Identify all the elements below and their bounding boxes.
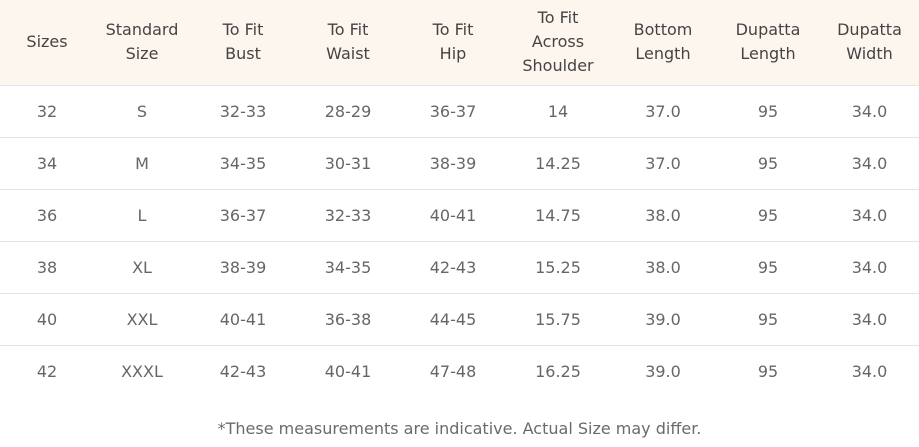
cell-bust: 38-39 — [190, 241, 296, 294]
cell-dupatta-length: 95 — [716, 293, 820, 346]
cell-standard-size: XL — [94, 241, 190, 294]
cell-shoulder: 14.75 — [506, 189, 610, 242]
cell-waist: 40-41 — [324, 361, 372, 381]
cell-standard-size: XXL — [94, 293, 190, 346]
cell-dupatta-width: 34.0 — [820, 189, 919, 242]
cell-hip: 40-41 — [400, 189, 506, 242]
cell-hip: 36-37 — [400, 85, 506, 138]
column-header-waist: To Fit Waist — [296, 0, 400, 86]
cell-size: 34 — [0, 137, 94, 190]
cell-hip: 42-43 — [400, 241, 506, 294]
cell-bust: 36-37 — [190, 189, 296, 242]
table-row: 36 L 36-37 32-33 40-41 14.75 38.0 95 34.… — [0, 189, 919, 242]
cell-bust: 42-43 — [219, 361, 267, 381]
cell-bust: 40-41 — [190, 293, 296, 346]
table-row: 38 XL 38-39 34-35 42-43 15.25 38.0 95 34… — [0, 241, 919, 294]
cell-size: 36 — [0, 189, 94, 242]
cell-bust: 34-35 — [190, 137, 296, 190]
cell-waist: 32-33 — [296, 189, 400, 242]
cell-bottom-length: 39.0 — [645, 361, 681, 381]
cell-shoulder: 15.25 — [506, 241, 610, 294]
cell-dupatta-width: 34.0 — [820, 241, 919, 294]
cell-bottom-length: 37.0 — [610, 85, 716, 138]
column-header-shoulder: To Fit Across Shoulder — [506, 0, 610, 86]
column-header-bust: To Fit Bust — [190, 0, 296, 86]
cell-hip: 38-39 — [400, 137, 506, 190]
column-header-sizes: Sizes — [0, 0, 94, 86]
cell-size: 42 — [36, 361, 58, 381]
cell-waist: 30-31 — [296, 137, 400, 190]
cell-standard-size: S — [94, 85, 190, 138]
column-header-dupatta-length: Dupatta Length — [716, 0, 820, 86]
table-header-row: Sizes Standard Size To Fit Bust To Fit W… — [0, 0, 919, 86]
cell-standard-size: L — [94, 189, 190, 242]
column-header-hip: To Fit Hip — [400, 0, 506, 86]
cell-size: 32 — [0, 85, 94, 138]
column-header-dupatta-width: Dupatta Width — [820, 0, 919, 86]
measurement-disclaimer: *These measurements are indicative. Actu… — [217, 419, 702, 438]
cell-dupatta-width: 34.0 — [851, 361, 888, 381]
cell-standard-size: M — [94, 137, 190, 190]
cell-dupatta-length: 95 — [716, 85, 820, 138]
cell-waist: 34-35 — [296, 241, 400, 294]
cell-bottom-length: 38.0 — [610, 189, 716, 242]
cell-shoulder: 15.75 — [506, 293, 610, 346]
cell-dupatta-length: 95 — [716, 137, 820, 190]
cell-shoulder: 14.25 — [506, 137, 610, 190]
cell-size: 40 — [0, 293, 94, 346]
cell-standard-size: XXXL — [121, 361, 163, 381]
cell-bottom-length: 37.0 — [610, 137, 716, 190]
cell-bottom-length: 39.0 — [610, 293, 716, 346]
cell-dupatta-length: 95 — [716, 241, 820, 294]
cell-waist: 28-29 — [296, 85, 400, 138]
cell-dupatta-length: 95 — [757, 361, 779, 381]
table-row: 40 XXL 40-41 36-38 44-45 15.75 39.0 95 3… — [0, 293, 919, 346]
cell-dupatta-width: 34.0 — [820, 137, 919, 190]
cell-bottom-length: 38.0 — [610, 241, 716, 294]
cell-dupatta-length: 95 — [716, 189, 820, 242]
table-row: 32 S 32-33 28-29 36-37 14 37.0 95 34.0 — [0, 85, 919, 138]
cell-waist: 36-38 — [296, 293, 400, 346]
cell-shoulder: 16.25 — [535, 361, 581, 381]
cell-size: 38 — [0, 241, 94, 294]
cell-dupatta-width: 34.0 — [820, 85, 919, 138]
cell-shoulder: 14 — [506, 85, 610, 138]
table-row: 34 M 34-35 30-31 38-39 14.25 37.0 95 34.… — [0, 137, 919, 190]
column-header-bottom-length: Bottom Length — [610, 0, 716, 86]
cell-bust: 32-33 — [190, 85, 296, 138]
cell-hip: 44-45 — [400, 293, 506, 346]
cell-hip: 47-48 — [429, 361, 477, 381]
table-row: 42 XXXL 42-43 40-41 47-48 16.25 39.0 95 … — [0, 345, 919, 397]
cell-dupatta-width: 34.0 — [820, 293, 919, 346]
column-header-standard-size: Standard Size — [94, 0, 190, 86]
size-chart-table: Sizes Standard Size To Fit Bust To Fit W… — [0, 0, 919, 397]
